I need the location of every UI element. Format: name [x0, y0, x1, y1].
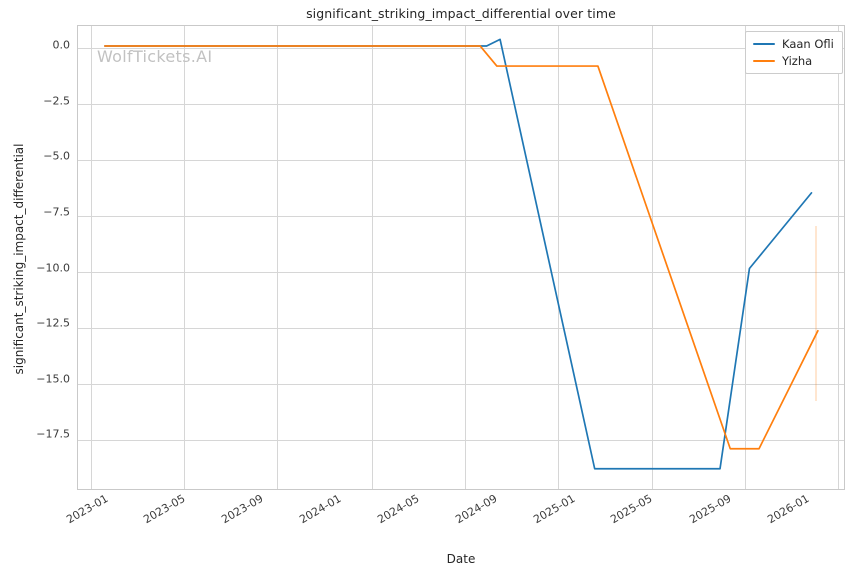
x-axis-ticks: 2023-01 2023-05 2023-09 2024-01 2024-05 2024-…	[64, 492, 845, 552]
gridline-vertical	[277, 26, 278, 489]
gridline-vertical	[372, 26, 373, 489]
gridline-vertical	[745, 26, 746, 489]
x-tick-label: 2024-01	[297, 492, 344, 527]
gridline-horizontal	[78, 440, 844, 441]
x-tick-label: 2026-01	[764, 492, 812, 527]
x-tick-label: 2025-01	[531, 492, 578, 527]
plot-area: WolfTickets.AI	[77, 25, 845, 490]
gridline-horizontal	[78, 328, 844, 329]
legend-item[interactable]: Yizha	[753, 54, 834, 68]
x-tick-label: 2023-01	[64, 492, 111, 527]
x-tick-label: 2025-05	[608, 492, 655, 527]
y-tick-label: −12.5	[36, 316, 70, 330]
legend-label-kaan-ofli: Kaan Ofli	[782, 37, 834, 51]
chart-title: significant_striking_impact_differential…	[306, 6, 616, 21]
x-tick-label: 2025-09	[686, 492, 734, 527]
y-tick-label: −17.5	[36, 427, 70, 441]
gridline-horizontal	[78, 104, 844, 105]
gridline-horizontal	[78, 160, 844, 161]
y-tick-label: −7.5	[43, 205, 70, 219]
gridline-vertical	[91, 26, 92, 489]
series-line-yizha	[104, 45, 819, 450]
y-tick-label: −10.0	[36, 261, 70, 274]
legend-item[interactable]: Kaan Ofli	[753, 37, 834, 51]
gridline-horizontal	[78, 48, 844, 49]
y-tick-label: −15.0	[36, 372, 70, 386]
x-tick-label: 2023-09	[219, 492, 266, 527]
legend-label-yizha: Yizha	[782, 54, 813, 68]
y-tick-label: 0.0	[52, 38, 71, 52]
x-tick-label: 2024-05	[374, 492, 422, 527]
gridline-vertical	[465, 26, 466, 489]
gridline-vertical	[184, 26, 185, 489]
series-lines	[104, 38, 819, 470]
y-tick-label: −2.5	[43, 94, 70, 108]
gridline-vertical	[838, 26, 839, 489]
legend-swatch-kaan-ofli	[753, 42, 775, 46]
y-axis-label: significant_striking_impact_differential	[12, 143, 26, 375]
gridline-vertical	[652, 26, 653, 489]
series-line-kaan-ofli	[104, 38, 813, 470]
gridline-horizontal	[78, 272, 844, 273]
gridline-vertical	[558, 26, 559, 489]
chart-legend: Kaan Ofli Yizha	[745, 31, 843, 74]
gridline-horizontal	[78, 216, 844, 217]
legend-swatch-yizha	[753, 59, 775, 63]
x-axis-label: Date	[446, 552, 476, 566]
y-tick-label: −5.0	[43, 149, 70, 163]
y-axis-ticks: 0.0 −2.5 −5.0 −7.5 −10.0 −12.5 −15.0 −17.5	[0, 25, 70, 490]
x-tick-label: 2023-05	[140, 492, 188, 527]
gridline-horizontal	[78, 384, 844, 385]
x-tick-label: 2024-09	[453, 492, 500, 527]
